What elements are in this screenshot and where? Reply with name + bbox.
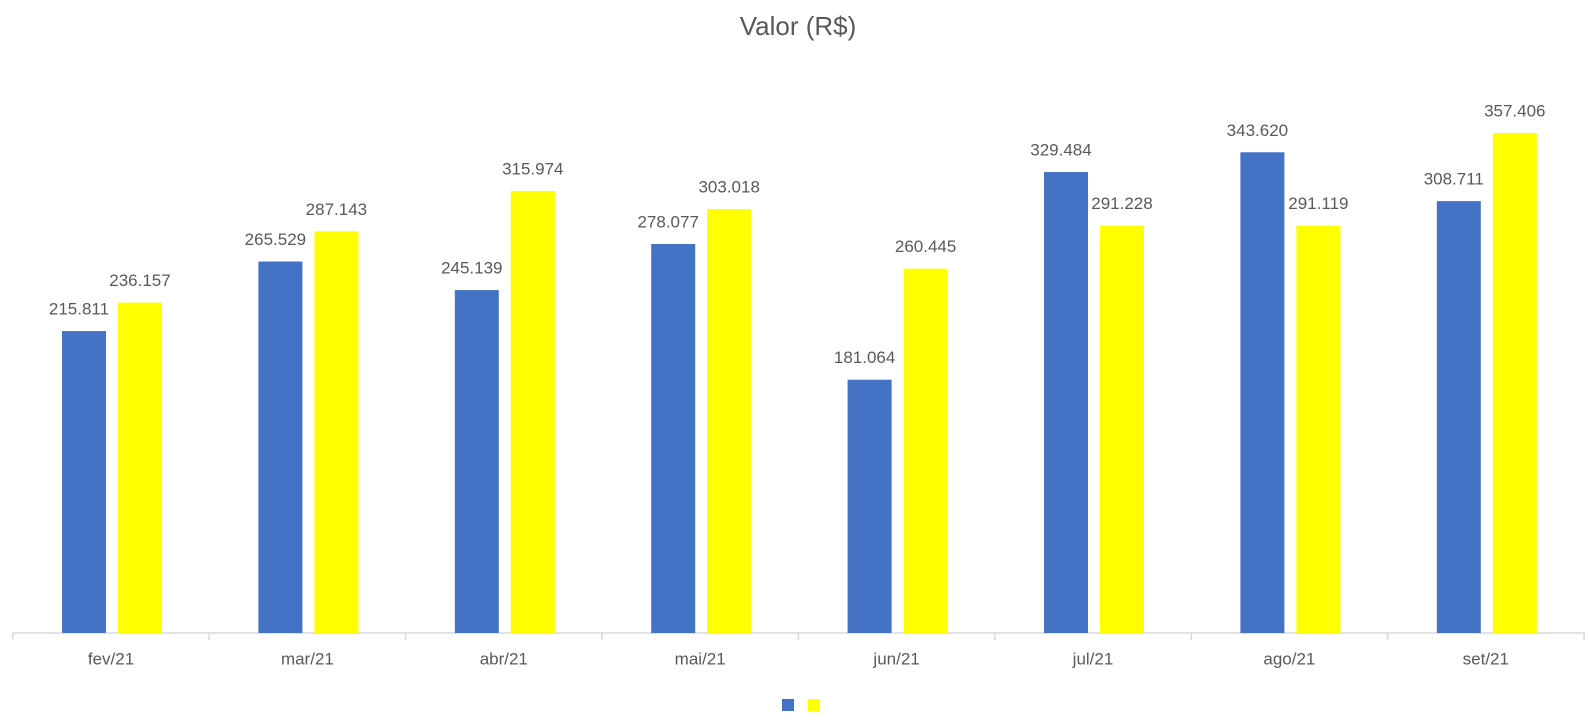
bar bbox=[118, 302, 162, 633]
x-tick-label: abr/21 bbox=[480, 649, 528, 668]
data-label: 291.228 bbox=[1091, 194, 1152, 213]
bar bbox=[707, 209, 752, 633]
bar bbox=[1492, 133, 1537, 633]
data-label: 343.620 bbox=[1227, 121, 1288, 140]
x-tick-label: jun/21 bbox=[872, 649, 919, 668]
chart-title: Valor (R$) bbox=[740, 11, 857, 41]
bar bbox=[454, 290, 499, 633]
data-label: 291.119 bbox=[1288, 194, 1348, 213]
bar bbox=[847, 379, 892, 633]
x-tick-label: fev/21 bbox=[88, 649, 134, 668]
bar bbox=[510, 190, 555, 633]
data-label: 265.529 bbox=[245, 230, 306, 249]
x-tick-label: ago/21 bbox=[1263, 649, 1315, 668]
x-tick-label: jul/21 bbox=[1072, 649, 1114, 668]
data-label: 287.143 bbox=[306, 200, 367, 219]
data-label: 315.974 bbox=[502, 159, 563, 178]
bar bbox=[903, 268, 948, 633]
bar bbox=[314, 231, 359, 633]
data-label: 245.139 bbox=[441, 259, 502, 278]
data-label: 329.484 bbox=[1030, 141, 1091, 160]
data-label: 236.157 bbox=[109, 271, 170, 290]
legend-swatch bbox=[808, 699, 820, 711]
data-label: 278.077 bbox=[637, 212, 698, 231]
data-label: 308.711 bbox=[1424, 170, 1484, 189]
x-tick-label: set/21 bbox=[1463, 649, 1509, 668]
bar bbox=[258, 261, 303, 633]
legend-swatch bbox=[782, 699, 794, 711]
x-tick-label: mai/21 bbox=[675, 649, 726, 668]
x-tick-label: mar/21 bbox=[281, 649, 334, 668]
data-label: 260.445 bbox=[895, 237, 956, 256]
bar bbox=[651, 243, 696, 634]
data-label: 303.018 bbox=[698, 178, 759, 197]
bar bbox=[1100, 225, 1144, 633]
bar bbox=[62, 331, 106, 633]
data-label: 215.811 bbox=[49, 300, 109, 319]
bar bbox=[1296, 225, 1341, 634]
data-label: 181.064 bbox=[834, 348, 895, 367]
bar bbox=[1436, 201, 1481, 633]
data-label: 357.406 bbox=[1484, 101, 1545, 120]
bar bbox=[1044, 172, 1088, 633]
bar bbox=[1240, 152, 1285, 633]
